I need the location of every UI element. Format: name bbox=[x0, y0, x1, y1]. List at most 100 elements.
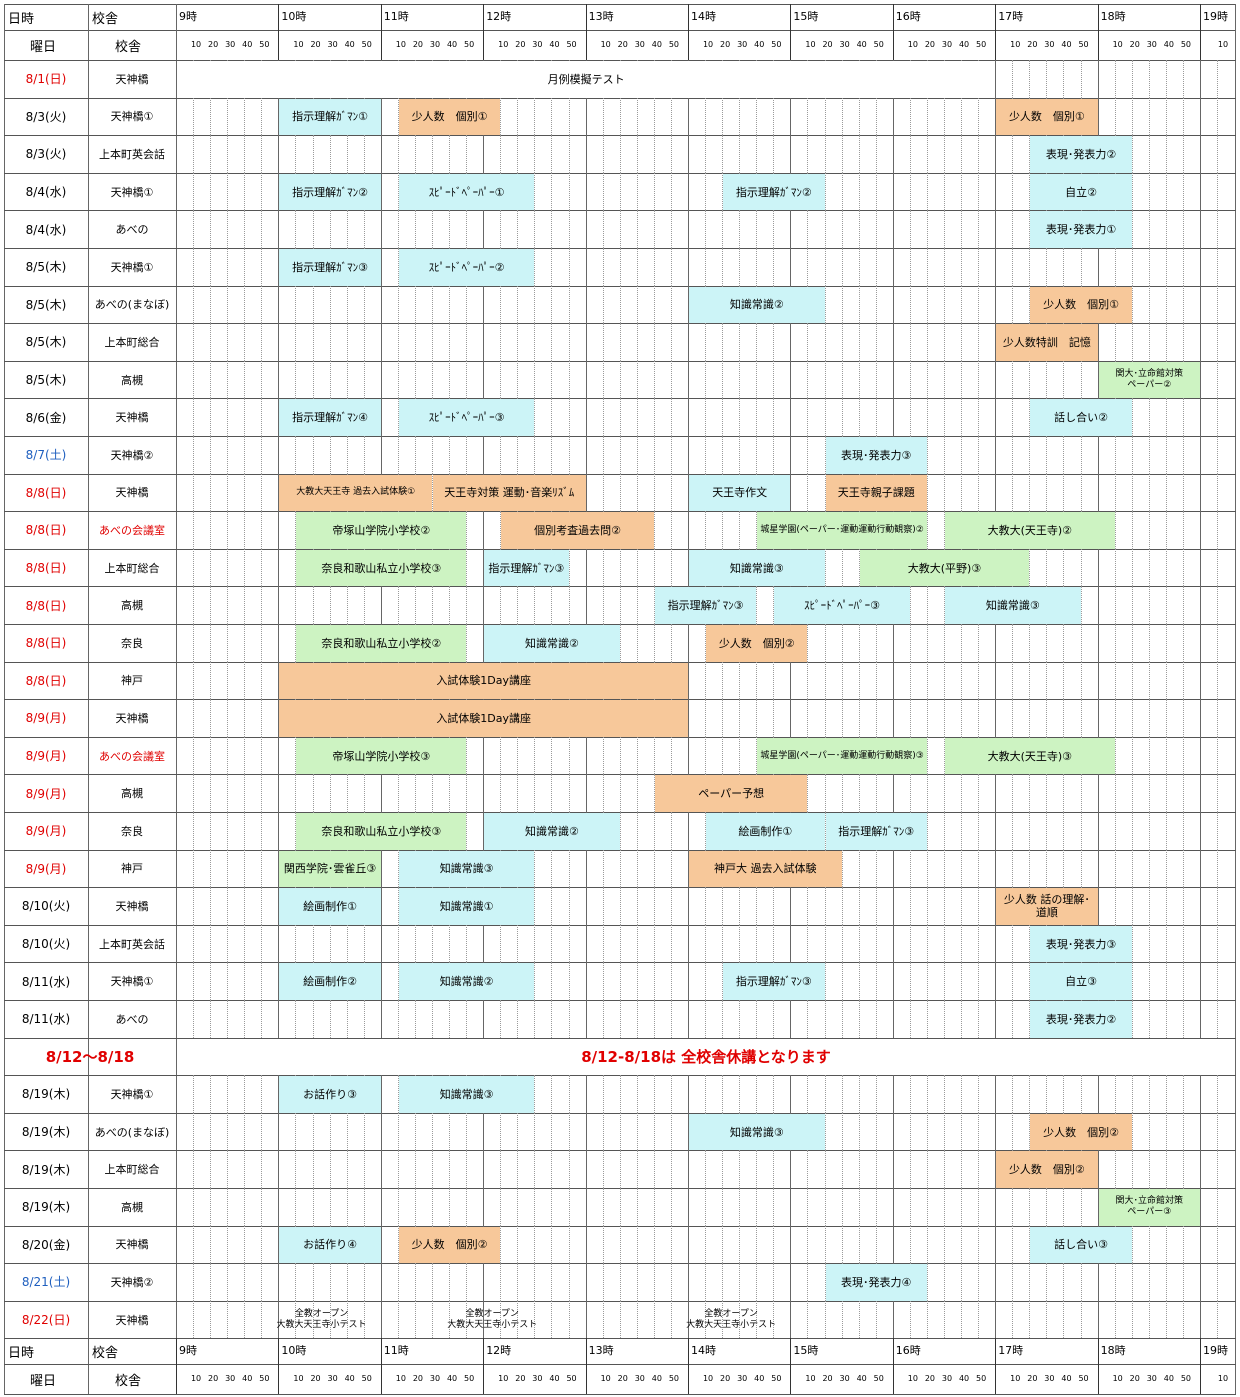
column-divider bbox=[636, 1300, 638, 1339]
column-divider bbox=[1029, 624, 1031, 662]
schedule-event[interactable]: 入試体験1Day講座 bbox=[279, 700, 688, 737]
schedule-event[interactable]: 少人数 個別② bbox=[706, 625, 808, 662]
column-divider bbox=[926, 812, 928, 850]
schedule-event[interactable]: 大教大(平野)③ bbox=[859, 549, 1030, 587]
column-divider bbox=[517, 736, 519, 775]
schedule-event[interactable]: 関大･立命館対策 ペーパー③ bbox=[1098, 1189, 1200, 1226]
column-divider bbox=[193, 1150, 195, 1188]
schedule-event[interactable]: 指示理解ｶﾞﾏﾝ② bbox=[279, 173, 381, 211]
column-divider bbox=[346, 210, 348, 248]
schedule-event[interactable]: 関西学院･雲雀丘③ bbox=[279, 850, 381, 888]
column-divider bbox=[653, 1075, 655, 1113]
schedule-event[interactable]: お話作り④ bbox=[279, 1226, 381, 1264]
schedule-event[interactable]: 知識常識③ bbox=[398, 1076, 535, 1113]
column-divider bbox=[756, 1075, 758, 1113]
column-divider bbox=[619, 360, 621, 399]
schedule-event[interactable]: 入試体験1Day講座 bbox=[279, 662, 688, 700]
column-divider bbox=[483, 323, 485, 361]
schedule-event[interactable]: 知識常識② bbox=[398, 963, 535, 1000]
schedule-event[interactable]: 奈良和歌山私立小学校③ bbox=[296, 549, 467, 587]
schedule-event[interactable]: 自立③ bbox=[1030, 963, 1132, 1000]
schedule-event[interactable]: 知識常識③ bbox=[398, 850, 535, 888]
schedule-event[interactable]: 知識常識③ bbox=[945, 587, 1081, 624]
schedule-event[interactable]: 知識常識③ bbox=[689, 1113, 825, 1151]
schedule-event[interactable]: 自立② bbox=[1030, 173, 1132, 211]
schedule-event[interactable]: 話し合い② bbox=[1030, 399, 1132, 436]
column-divider bbox=[261, 248, 263, 286]
schedule-event[interactable]: 少人数特訓 記憶 bbox=[996, 324, 1098, 361]
schedule-event[interactable]: 指示理解ｶﾞﾏﾝ③ bbox=[484, 549, 569, 587]
schedule-event[interactable]: 知識常識① bbox=[398, 888, 535, 925]
schedule-event[interactable]: 全教オープン 大教大天王寺小テスト bbox=[276, 1309, 367, 1331]
schedule-event[interactable]: 少人数 個別① bbox=[398, 98, 501, 136]
column-divider bbox=[551, 1263, 553, 1301]
schedule-event[interactable]: 絵画制作① bbox=[706, 813, 825, 850]
schedule-event[interactable]: 絵画制作② bbox=[279, 963, 381, 1000]
schedule-event[interactable]: 知識常識② bbox=[689, 286, 825, 324]
schedule-event[interactable]: 天王寺親子課題 bbox=[825, 474, 927, 512]
column-divider bbox=[1131, 924, 1133, 963]
schedule-event[interactable]: 奈良和歌山私立小学校③ bbox=[296, 813, 467, 850]
column-divider bbox=[1114, 812, 1116, 850]
schedule-event[interactable]: 表現･発表力② bbox=[1030, 1001, 1132, 1038]
schedule-event[interactable]: 表現･発表力③ bbox=[1030, 925, 1132, 963]
column-divider bbox=[1114, 1150, 1116, 1188]
column-divider bbox=[363, 360, 365, 399]
schedule-event[interactable]: 知識常識② bbox=[484, 813, 620, 850]
schedule-event[interactable]: 少人数 個別① bbox=[996, 98, 1098, 136]
schedule-event[interactable]: 指示理解ｶﾞﾏﾝ① bbox=[279, 98, 381, 136]
column-divider bbox=[1165, 1225, 1167, 1264]
schedule-event[interactable]: 少人数 話の理解･ 道順 bbox=[996, 888, 1098, 925]
schedule-event[interactable]: 指示理解ｶﾞﾏﾝ④ bbox=[279, 399, 381, 436]
column-divider bbox=[978, 398, 980, 436]
schedule-event[interactable]: 表現･発表力③ bbox=[825, 437, 927, 474]
schedule-event[interactable]: 天王寺作文 bbox=[689, 474, 791, 512]
schedule-event[interactable]: 個別考査過去問② bbox=[501, 512, 654, 549]
schedule-event[interactable]: 大教大天王寺 過去入試体験① bbox=[279, 474, 432, 512]
schedule-event[interactable]: ｽﾋﾟｰﾄﾞﾍﾟｰﾊﾟｰ① bbox=[398, 173, 535, 211]
column-divider bbox=[1182, 812, 1184, 850]
schedule-event[interactable]: 少人数 個別② bbox=[1030, 1113, 1132, 1151]
schedule-event[interactable]: 神戸大 過去入試体験 bbox=[689, 850, 842, 888]
schedule-event[interactable]: 知識常識② bbox=[484, 625, 620, 662]
column-divider bbox=[534, 1112, 536, 1151]
row-date: 8/1(日) bbox=[25, 72, 67, 87]
schedule-event[interactable]: 指示理解ｶﾞﾏﾝ③ bbox=[723, 963, 825, 1000]
schedule-event[interactable]: 全教オープン 大教大天王寺小テスト bbox=[686, 1309, 777, 1331]
schedule-event[interactable]: 少人数 個別② bbox=[398, 1226, 501, 1264]
schedule-event[interactable]: 大教大(天王寺)② bbox=[945, 512, 1115, 549]
schedule-event[interactable]: ペーパー予想 bbox=[654, 775, 808, 812]
schedule-event[interactable]: 絵画制作① bbox=[279, 888, 381, 925]
schedule-event[interactable]: ｽﾋﾟｰﾄﾞﾍﾟｰﾊﾟｰ② bbox=[398, 249, 535, 286]
column-divider bbox=[670, 210, 672, 248]
schedule-event[interactable]: 奈良和歌山私立小学校② bbox=[296, 625, 467, 662]
schedule-event[interactable]: 大教大(天王寺)③ bbox=[945, 737, 1115, 775]
schedule-event[interactable]: 指示理解ｶﾞﾏﾝ③ bbox=[825, 813, 927, 850]
schedule-event[interactable]: 帝塚山学院小学校③ bbox=[296, 737, 467, 775]
schedule-event[interactable]: 指示理解ｶﾞﾏﾝ③ bbox=[654, 587, 757, 624]
schedule-event[interactable]: 城星学園(ペーパー･運動運動行動観察)③ bbox=[757, 737, 927, 775]
column-divider bbox=[483, 1150, 485, 1188]
schedule-event[interactable]: 全教オープン 大教大天王寺小テスト bbox=[447, 1309, 538, 1331]
column-divider bbox=[500, 1150, 502, 1188]
schedule-event[interactable]: 天王寺対策 運動･音楽ﾘｽﾞﾑ bbox=[433, 474, 586, 512]
schedule-event[interactable]: ｽﾋﾟｰﾄﾞﾍﾟｰﾊﾟｰ③ bbox=[774, 587, 910, 624]
schedule-event[interactable]: 表現･発表力① bbox=[1030, 211, 1132, 248]
schedule-event[interactable]: 少人数 個別① bbox=[1030, 286, 1132, 324]
schedule-event[interactable]: 表現･発表力② bbox=[1030, 136, 1132, 173]
schedule-event[interactable]: ｽﾋﾟｰﾄﾞﾍﾟｰﾊﾟｰ③ bbox=[398, 399, 535, 436]
column-divider bbox=[193, 1300, 195, 1339]
schedule-event[interactable]: 少人数 個別② bbox=[996, 1151, 1098, 1188]
schedule-event[interactable]: 月例模擬テスト bbox=[177, 61, 996, 98]
schedule-event[interactable]: 帝塚山学院小学校② bbox=[296, 512, 467, 549]
column-divider bbox=[841, 661, 843, 700]
schedule-event[interactable]: 表現･発表力④ bbox=[825, 1264, 927, 1301]
schedule-event[interactable]: 知識常識③ bbox=[689, 549, 825, 587]
schedule-event[interactable]: お話作り③ bbox=[279, 1076, 381, 1113]
column-divider bbox=[414, 1112, 416, 1151]
schedule-event[interactable]: 指示理解ｶﾞﾏﾝ③ bbox=[279, 249, 381, 286]
schedule-event[interactable]: 話し合い③ bbox=[1030, 1226, 1132, 1264]
schedule-event[interactable]: 城星学園(ペーパー･運動運動行動観察)② bbox=[757, 512, 927, 549]
schedule-event[interactable]: 指示理解ｶﾞﾏﾝ② bbox=[723, 173, 825, 211]
schedule-event[interactable]: 関大･立命館対策 ペーパー② bbox=[1098, 361, 1200, 399]
